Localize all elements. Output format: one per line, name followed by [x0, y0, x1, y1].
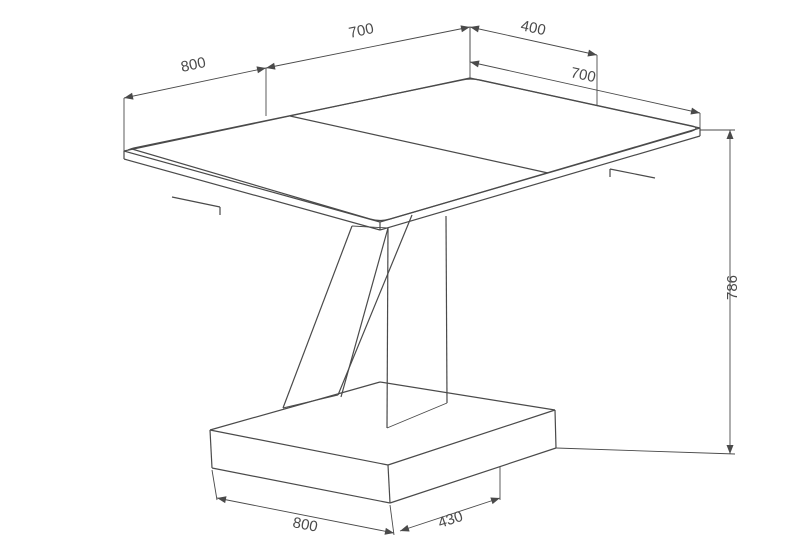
svg-text:786: 786 [724, 275, 741, 300]
svg-text:700: 700 [569, 64, 597, 86]
svg-text:400: 400 [519, 17, 547, 39]
svg-text:700: 700 [347, 20, 375, 42]
svg-text:800: 800 [291, 514, 319, 535]
svg-text:800: 800 [179, 54, 207, 76]
svg-text:430: 430 [436, 508, 465, 532]
